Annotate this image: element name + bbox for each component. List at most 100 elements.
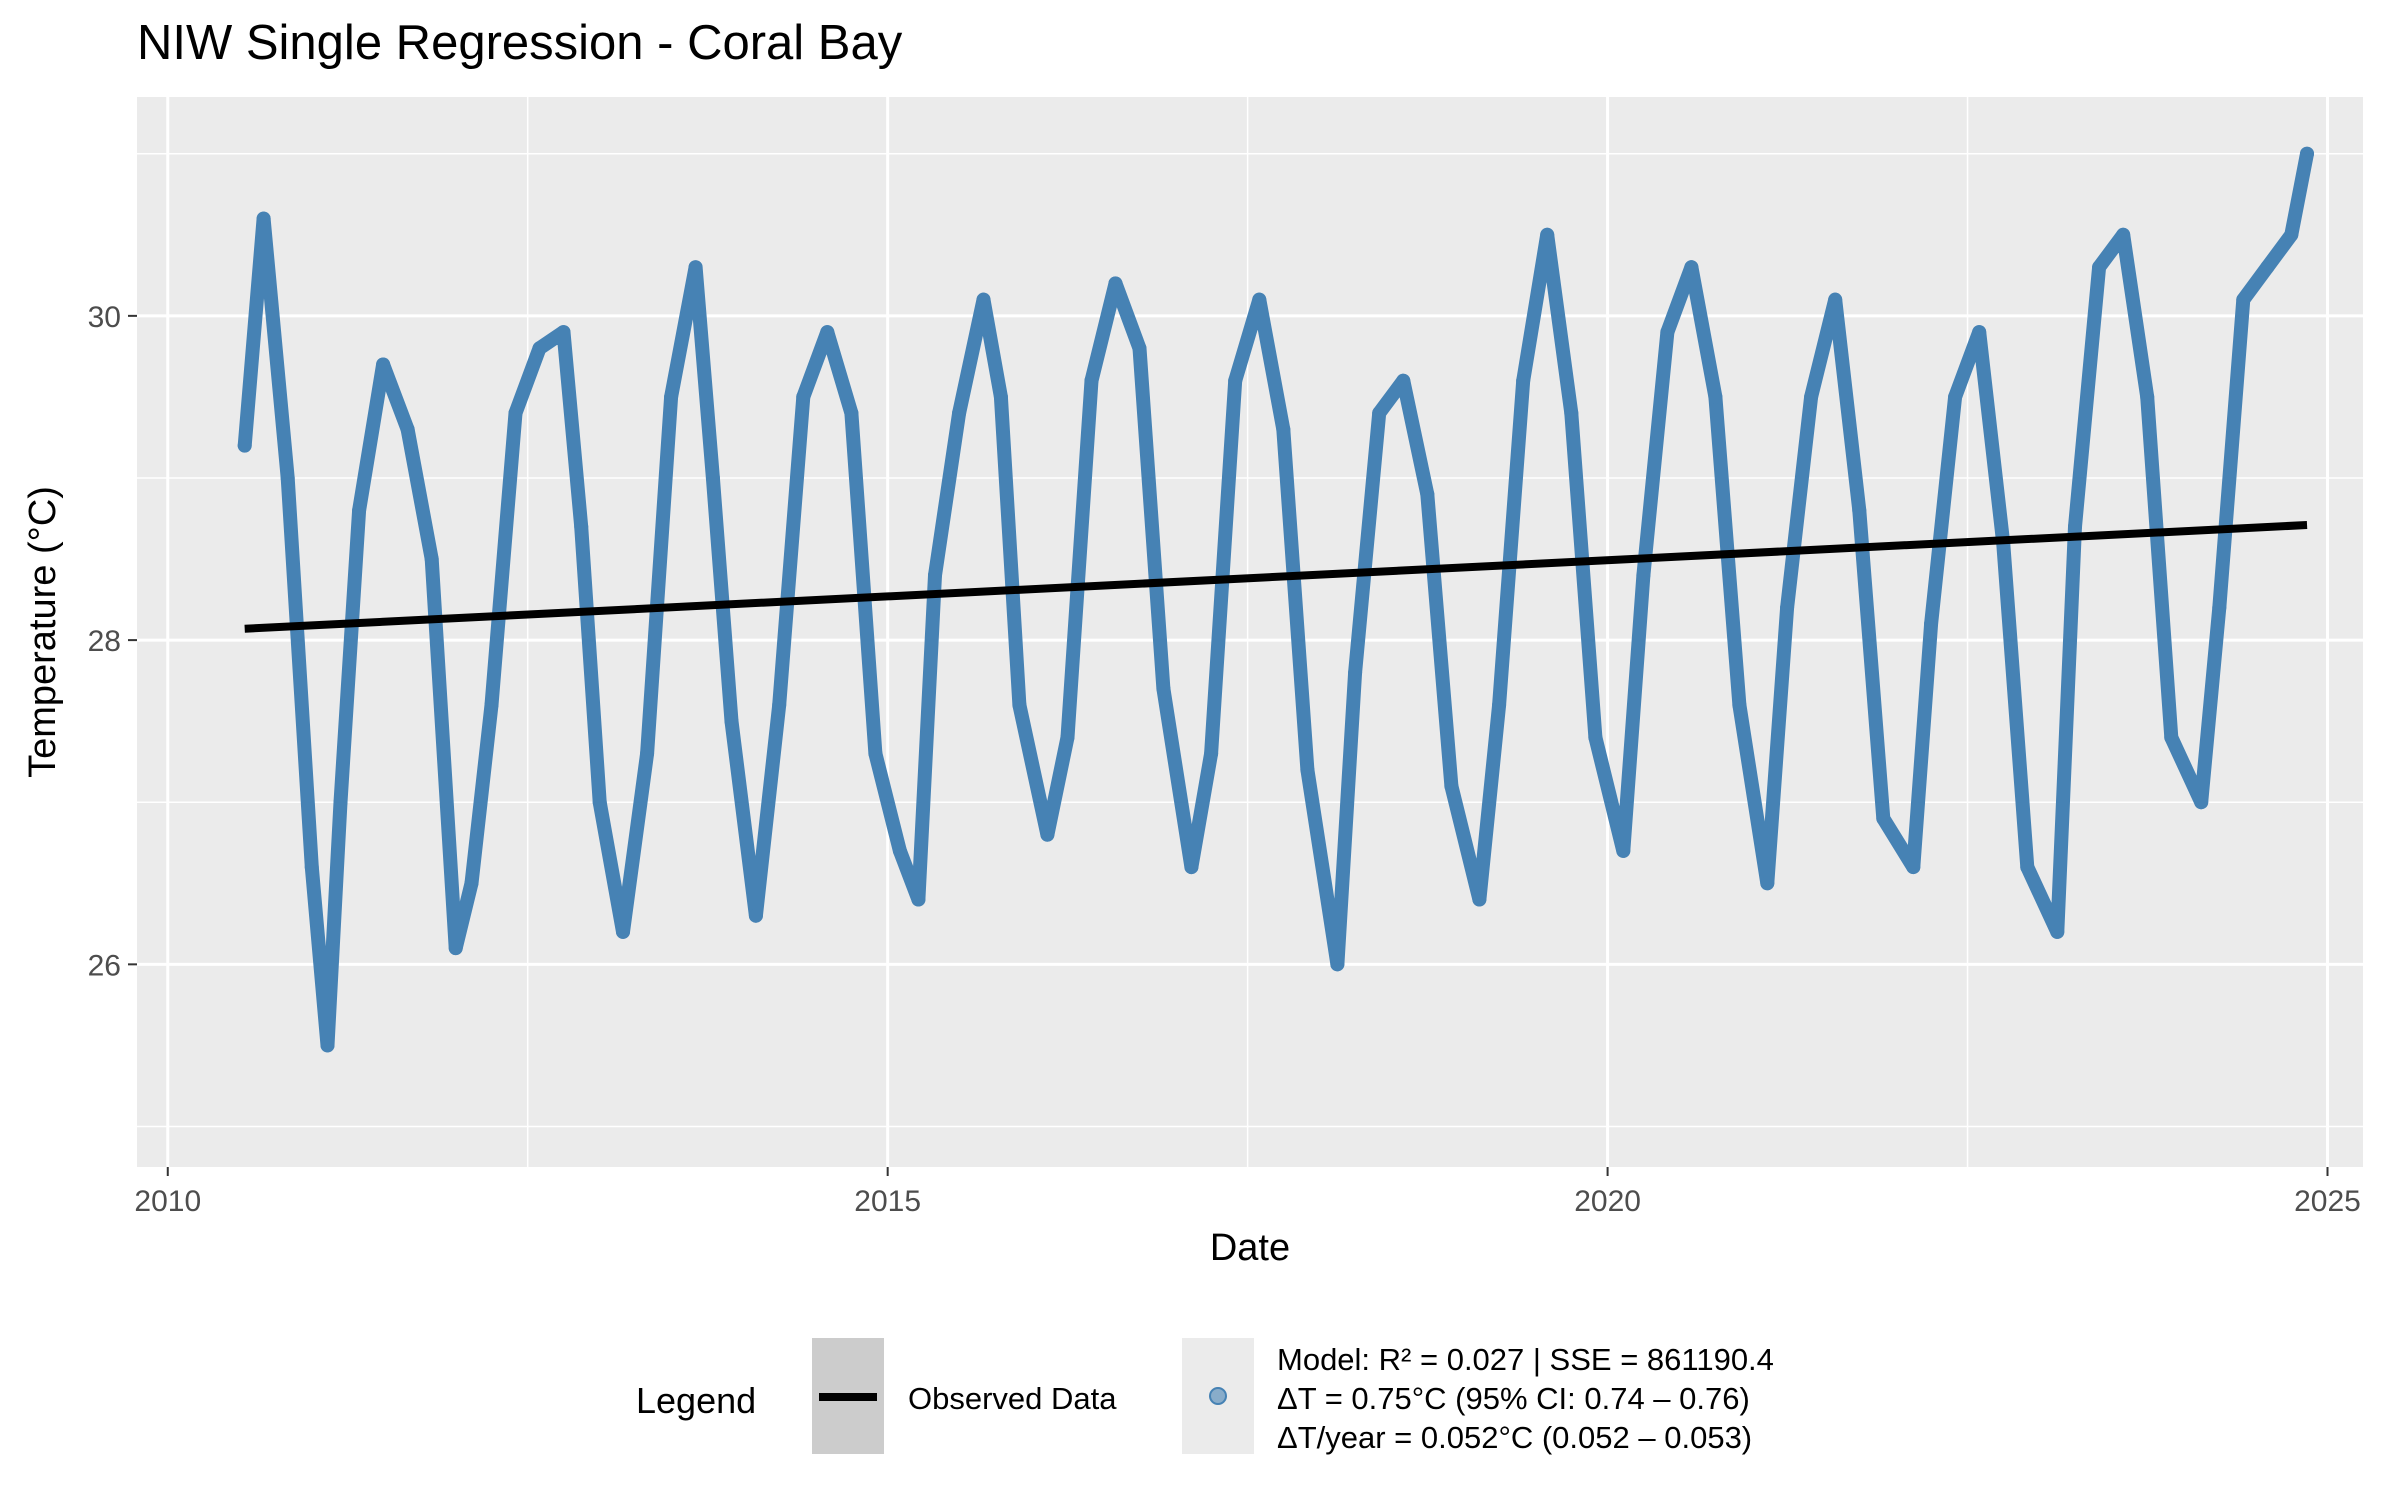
- data-point: [1906, 860, 1921, 875]
- data-point: [237, 438, 252, 453]
- series-layer: [237, 146, 2315, 1053]
- data-point: [508, 406, 523, 421]
- data-point: [1540, 227, 1555, 242]
- data-point: [464, 876, 479, 891]
- data-point: [844, 406, 859, 421]
- data-point: [868, 746, 883, 761]
- x-axis-title: Date: [1210, 1227, 1290, 1269]
- x-tick-label: 2025: [2294, 1185, 2361, 1218]
- data-point: [928, 568, 943, 583]
- legend-key-point: [1209, 1387, 1227, 1405]
- grid-major: [137, 97, 2363, 1167]
- data-point: [2194, 795, 2209, 810]
- data-point: [976, 292, 991, 307]
- data-point: [892, 843, 907, 858]
- legend-model-line-1: Model: R² = 0.027 | SSE = 861190.4: [1277, 1342, 1774, 1377]
- data-point: [820, 325, 835, 340]
- data-point: [1184, 860, 1199, 875]
- data-point: [1252, 292, 1267, 307]
- data-point: [1516, 373, 1531, 388]
- data-point: [484, 697, 499, 712]
- data-point: [448, 941, 463, 956]
- data-point: [1852, 503, 1867, 518]
- data-point: [1732, 697, 1747, 712]
- data-point: [1396, 373, 1411, 388]
- data-point: [532, 341, 547, 356]
- x-tick-label: 2015: [854, 1185, 921, 1218]
- trend-layer: [244, 521, 2308, 633]
- data-point: [2050, 924, 2065, 939]
- data-point: [1924, 616, 1939, 631]
- data-point: [1564, 406, 1579, 421]
- data-point: [574, 519, 589, 534]
- data-point: [1948, 389, 1963, 404]
- data-point: [1300, 762, 1315, 777]
- data-point: [2140, 389, 2155, 404]
- data-point: [333, 795, 348, 810]
- data-point: [2020, 860, 2035, 875]
- data-point: [320, 1038, 335, 1053]
- data-point: [688, 260, 703, 275]
- y-tick-label: 26: [88, 949, 121, 982]
- data-point: [1660, 325, 1675, 340]
- chart-title: NIW Single Regression - Coral Bay: [137, 16, 903, 70]
- legend-title: Legend: [636, 1380, 756, 1421]
- data-point: [1276, 422, 1291, 437]
- data-point: [2212, 600, 2227, 615]
- x-tick-label: 2020: [1574, 1185, 1641, 1218]
- trend-line: [244, 521, 2308, 633]
- data-point: [1876, 811, 1891, 826]
- plot-panel: [137, 97, 2363, 1167]
- data-point: [352, 503, 367, 518]
- y-tick-label: 28: [88, 625, 121, 658]
- data-point: [1708, 389, 1723, 404]
- data-point: [1108, 276, 1123, 291]
- data-point: [1492, 697, 1507, 712]
- data-point: [1684, 260, 1699, 275]
- data-point: [304, 860, 319, 875]
- data-point: [2260, 260, 2275, 275]
- data-point: [1760, 876, 1775, 891]
- data-point: [2284, 227, 2299, 242]
- legend-model-line-3: ΔT/year = 0.052°C (0.052 – 0.053): [1277, 1420, 1752, 1455]
- data-point: [748, 908, 763, 923]
- data-point: [2300, 146, 2315, 161]
- data-point: [2164, 730, 2179, 745]
- data-point: [615, 924, 630, 939]
- data-point: [1636, 568, 1651, 583]
- data-point: [424, 552, 439, 567]
- data-point: [400, 422, 415, 437]
- data-point: [952, 406, 967, 421]
- data-point: [1616, 843, 1631, 858]
- data-point: [796, 389, 811, 404]
- y-tick-label: 30: [88, 301, 121, 334]
- data-point: [705, 470, 720, 485]
- data-point: [1040, 827, 1055, 842]
- data-point: [376, 357, 391, 372]
- data-point: [1420, 487, 1435, 502]
- y-axis: 26 28 30: [88, 301, 137, 982]
- x-axis: 2010 2015 2020 2025: [134, 1167, 2361, 1218]
- legend-label-observed: Observed Data: [908, 1381, 1117, 1416]
- data-point: [911, 892, 926, 907]
- data-point: [1972, 325, 1987, 340]
- data-point: [556, 325, 571, 340]
- data-point: [993, 389, 1008, 404]
- data-point: [772, 697, 787, 712]
- data-point: [1348, 665, 1363, 680]
- data-point: [1228, 373, 1243, 388]
- data-point: [2116, 227, 2131, 242]
- data-point: [664, 389, 679, 404]
- data-point: [1330, 957, 1345, 972]
- data-point: [1132, 341, 1147, 356]
- data-point: [1444, 779, 1459, 794]
- data-point: [2068, 519, 2083, 534]
- data-point: [640, 746, 655, 761]
- y-axis-title: Temperature (°C): [22, 486, 64, 778]
- data-point: [1204, 746, 1219, 761]
- data-point: [592, 795, 607, 810]
- data-point: [724, 714, 739, 729]
- x-tick-label: 2010: [134, 1185, 201, 1218]
- data-point: [2236, 292, 2251, 307]
